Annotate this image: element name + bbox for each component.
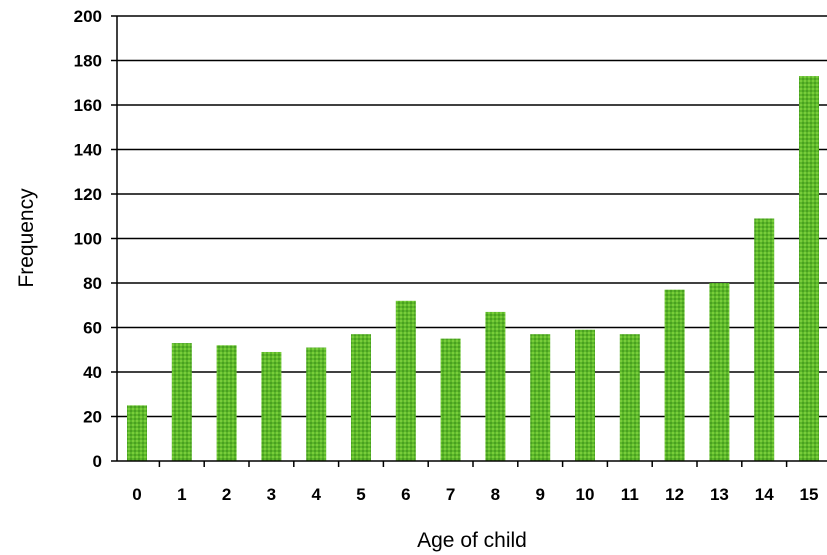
bar-age-14 [754, 218, 775, 461]
bars [127, 76, 819, 461]
x-tick-label: 4 [311, 485, 321, 504]
y-tick-label: 40 [83, 363, 102, 382]
x-tick-label: 6 [401, 485, 410, 504]
x-tick-label: 13 [710, 485, 729, 504]
axes [111, 15, 827, 467]
y-tick-label: 0 [93, 452, 102, 471]
y-tick-label: 200 [74, 7, 102, 26]
x-tick-label: 3 [267, 485, 276, 504]
bar-age-13 [709, 283, 730, 461]
x-tick-label: 2 [222, 485, 231, 504]
bar-age-5 [351, 334, 371, 461]
x-tick-label: 7 [446, 485, 455, 504]
bar-age-8 [485, 311, 506, 461]
bar-age-3 [261, 351, 282, 461]
y-tick-label: 120 [74, 185, 102, 204]
bar-age-11 [619, 334, 640, 461]
bar-age-0 [127, 405, 147, 461]
y-tick-label: 60 [83, 319, 102, 338]
x-tick-label: 11 [621, 485, 639, 504]
y-tick-label: 180 [74, 52, 102, 71]
x-tick-label: 14 [755, 485, 774, 504]
x-tick-label: 0 [132, 485, 141, 504]
bar-age-9 [530, 334, 551, 461]
x-tick-label: 1 [177, 485, 186, 504]
bar-age-15 [799, 76, 819, 461]
y-tick-label: 140 [74, 141, 102, 160]
x-tick-label: 5 [356, 485, 365, 504]
y-axis-title: Frequency [15, 188, 38, 288]
bar-age-1 [171, 343, 192, 461]
x-tick-label: 10 [576, 485, 595, 504]
y-tick-label: 20 [83, 408, 102, 427]
x-tick-label: 9 [535, 485, 544, 504]
x-axis-title: Age of child [417, 529, 527, 552]
bar-age-12 [664, 289, 685, 461]
bar-age-10 [575, 329, 595, 461]
y-tick-label: 80 [83, 274, 102, 293]
x-tick-label: 12 [665, 485, 684, 504]
bar-age-4 [306, 347, 327, 461]
bar-age-2 [216, 345, 237, 461]
x-tick-label: 8 [491, 485, 500, 504]
y-tick-label: 160 [74, 96, 102, 115]
y-tick-label: 100 [74, 230, 102, 249]
bar-age-7 [440, 338, 461, 461]
bar-age-6 [395, 300, 416, 461]
x-tick-label: 15 [800, 485, 819, 504]
